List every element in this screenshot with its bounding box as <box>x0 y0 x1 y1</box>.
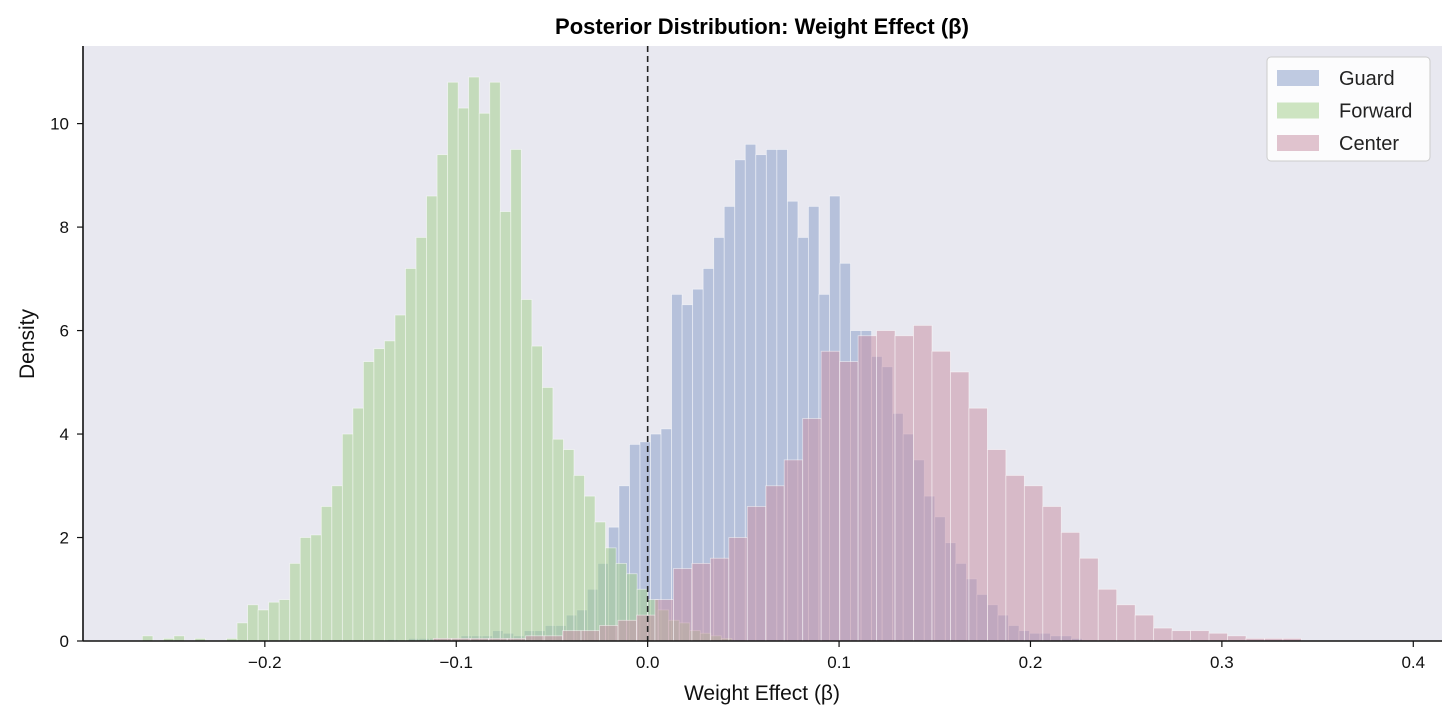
x-tick-label: 0.2 <box>1019 653 1043 672</box>
legend-swatch-forward <box>1277 102 1319 119</box>
x-tick-label: 0.3 <box>1210 653 1234 672</box>
bar-forward <box>257 609 270 642</box>
bar-forward <box>468 76 480 642</box>
bar-forward <box>563 449 575 642</box>
bar-forward <box>331 485 343 642</box>
bar-forward <box>541 387 554 642</box>
bar-center <box>580 630 600 642</box>
bar-forward <box>478 112 491 642</box>
bar-center <box>617 619 637 642</box>
chart-title: Posterior Distribution: Weight Effect (β… <box>555 14 969 39</box>
bar-forward <box>278 599 291 642</box>
bar-forward <box>499 211 512 642</box>
bar-forward <box>310 534 322 642</box>
legend-swatch-guard <box>1277 70 1319 86</box>
bar-center <box>562 630 582 642</box>
bar-center <box>913 324 933 642</box>
bar-center <box>931 350 951 642</box>
bar-center <box>746 506 767 642</box>
bar-forward <box>373 348 385 642</box>
bar-forward <box>363 361 375 642</box>
bar-forward <box>510 149 522 642</box>
bar-center <box>1042 506 1062 642</box>
bar-center <box>709 557 730 642</box>
y-tick-label: 8 <box>60 218 69 237</box>
bar-forward <box>394 314 406 642</box>
bar-center <box>968 407 988 642</box>
x-tick-label: 0.0 <box>636 653 660 672</box>
bar-forward <box>352 407 364 642</box>
x-tick-label: −0.1 <box>439 653 473 672</box>
y-tick-label: 0 <box>60 632 69 651</box>
bar-center <box>987 449 1007 642</box>
bar-forward <box>405 268 417 642</box>
bar-center <box>1097 588 1118 642</box>
bar-center <box>783 459 804 642</box>
x-axis-label: Weight Effect (β) <box>684 682 840 705</box>
y-axis-label: Density <box>16 308 39 379</box>
bar-forward <box>299 537 312 642</box>
bar-center <box>820 350 841 642</box>
bar-forward <box>594 521 606 642</box>
bar-center <box>894 335 914 642</box>
bar-forward <box>341 433 354 642</box>
bar-forward <box>436 154 449 642</box>
bar-center <box>654 599 674 642</box>
series-center <box>432 324 1302 642</box>
bar-center <box>765 485 785 642</box>
bar-forward <box>531 345 543 642</box>
bar-center <box>839 361 859 642</box>
legend-swatch-center <box>1277 135 1319 151</box>
bar-center <box>728 537 748 642</box>
bar-center <box>691 562 711 642</box>
bar-center <box>1079 557 1099 642</box>
bar-center <box>1005 475 1025 642</box>
x-tick-label: 0.4 <box>1401 653 1425 672</box>
y-axis-ticks: 0 2 4 6 8 10 <box>50 115 83 651</box>
x-tick-label: 0.1 <box>827 653 851 672</box>
bar-forward <box>415 237 427 642</box>
bar-center <box>857 335 877 642</box>
bar-forward <box>384 340 396 642</box>
legend-label-guard: Guard <box>1339 68 1395 90</box>
legend: Guard Forward Center <box>1266 56 1431 162</box>
bar-center <box>802 418 822 642</box>
x-tick-label: −0.2 <box>248 653 282 672</box>
x-axis-ticks: −0.2 −0.1 0.0 0.1 0.2 0.3 0.4 <box>248 641 1425 672</box>
y-tick-label: 4 <box>60 425 69 444</box>
bar-center <box>1116 604 1136 642</box>
legend-label-center: Center <box>1339 133 1399 155</box>
bar-center <box>1208 632 1228 642</box>
bar-forward <box>426 195 438 642</box>
bar-forward <box>236 622 249 642</box>
y-tick-label: 2 <box>60 529 69 548</box>
bar-center <box>876 330 896 642</box>
y-tick-label: 6 <box>60 322 69 341</box>
bar-forward <box>552 438 564 642</box>
bar-forward <box>584 495 596 642</box>
bar-center <box>1153 627 1173 642</box>
y-tick-label: 10 <box>50 115 69 134</box>
bar-forward <box>457 107 470 642</box>
bar-center <box>1190 630 1210 642</box>
bar-forward <box>289 562 301 642</box>
bar-center <box>1060 531 1081 642</box>
bar-forward <box>489 81 501 642</box>
bar-center <box>950 371 970 642</box>
bar-forward <box>573 475 585 642</box>
legend-label-forward: Forward <box>1339 101 1412 123</box>
bar-center <box>1134 614 1155 642</box>
bar-forward <box>320 506 333 642</box>
bar-center <box>673 568 693 642</box>
bar-forward <box>247 604 259 642</box>
bar-forward <box>268 601 280 642</box>
bar-forward <box>520 299 533 642</box>
bar-center <box>1023 485 1044 642</box>
bar-center <box>1171 630 1191 642</box>
bar-center <box>599 625 619 642</box>
bar-forward <box>447 81 459 642</box>
bar-center <box>636 614 656 642</box>
